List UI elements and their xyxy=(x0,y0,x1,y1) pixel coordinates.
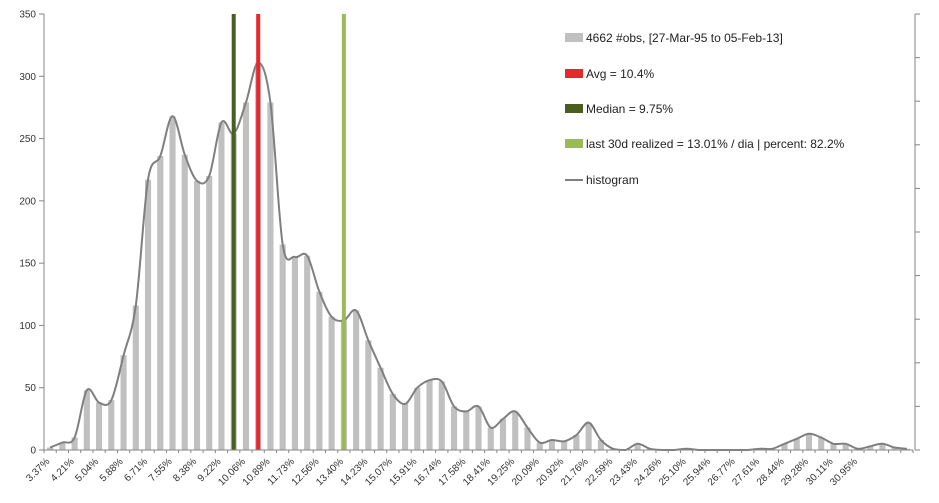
legend-label-obs: 4662 #obs, [27-Mar-95 to 05-Feb-13] xyxy=(586,31,783,45)
histogram-bar xyxy=(818,437,825,450)
axes-layer xyxy=(43,13,920,451)
x-axis-ticks: 3.37%4.21%5.04%5.88%6.71%7.55%8.38%9.22%… xyxy=(24,450,914,488)
x-tick-label: 8.38% xyxy=(171,456,199,484)
x-tick-label: 29.28% xyxy=(779,456,811,488)
histogram-curve xyxy=(49,61,908,452)
histogram-bar xyxy=(634,443,641,450)
legend-label-last30d: last 30d realized = 13.01% / dia | perce… xyxy=(586,137,845,151)
histogram-bar xyxy=(267,102,274,451)
histogram-bar xyxy=(830,443,837,450)
x-tick-label: 6.71% xyxy=(122,456,150,484)
x-tick-label: 3.37% xyxy=(24,456,52,484)
histogram-bar xyxy=(842,443,849,450)
y-tick-label: 0 xyxy=(30,446,36,457)
histogram-bar xyxy=(157,156,164,451)
legend: 4662 #obs, [27-Mar-95 to 05-Feb-13] Avg … xyxy=(565,31,845,187)
histogram-bar xyxy=(365,340,372,450)
histogram-bar xyxy=(426,380,433,450)
y-tick-label: 50 xyxy=(25,383,37,394)
legend-label-histogram: histogram xyxy=(586,173,639,187)
histogram-bar xyxy=(132,305,139,450)
histogram-bar xyxy=(304,255,311,450)
histogram-bar xyxy=(83,390,90,450)
x-tick-label: 30.95% xyxy=(828,456,860,488)
histogram-bar xyxy=(377,367,384,450)
histogram-bar xyxy=(793,438,800,450)
histogram-bar xyxy=(96,402,103,450)
histogram-bar xyxy=(71,437,78,450)
x-tick-label: 5.04% xyxy=(73,456,101,484)
x-tick-label: 4.21% xyxy=(49,456,77,484)
histogram-bar xyxy=(450,406,458,450)
histogram-bar xyxy=(891,447,898,450)
histogram-bar xyxy=(414,387,421,450)
histogram-bar xyxy=(512,411,519,450)
histogram-bar xyxy=(328,316,335,450)
histogram-bar xyxy=(242,102,250,451)
x-tick-label: 7.55% xyxy=(147,456,175,484)
y-tick-label: 200 xyxy=(19,196,36,207)
histogram-bar xyxy=(193,180,201,450)
histogram-bar xyxy=(59,442,66,450)
histogram-bar xyxy=(218,122,225,451)
histogram-bar xyxy=(524,427,531,450)
histogram-curve-layer xyxy=(49,61,908,452)
legend-swatch-obs xyxy=(565,33,583,42)
histogram-bar xyxy=(573,435,580,450)
x-tick-label: 10.89% xyxy=(241,456,273,488)
histogram-bar xyxy=(402,403,409,450)
y-tick-label: 300 xyxy=(19,72,36,83)
histogram-bar xyxy=(279,244,286,450)
y-tick-label: 150 xyxy=(19,259,36,270)
y-tick-label: 100 xyxy=(19,321,36,332)
histogram-bar xyxy=(120,355,127,450)
histogram-bar xyxy=(499,418,507,450)
y-axis-ticks: 0 50 100 150 200 250 300 350 xyxy=(19,10,44,457)
histogram-bar xyxy=(438,381,445,450)
histogram-bar xyxy=(561,441,568,450)
histogram-bar xyxy=(463,411,470,450)
histogram-bar xyxy=(316,291,323,450)
y-tick-label: 250 xyxy=(19,134,36,145)
y-tick-label: 350 xyxy=(19,10,36,21)
x-tick-label: 5.88% xyxy=(98,456,126,484)
histogram-bar xyxy=(805,433,813,450)
legend-swatch-median xyxy=(565,104,583,113)
histogram-bar xyxy=(585,422,592,450)
histogram-bar xyxy=(169,116,176,451)
legend-label-avg: Avg = 10.4% xyxy=(586,67,654,81)
histogram-bar xyxy=(879,443,886,450)
histogram-bar xyxy=(475,406,482,450)
legend-swatch-last30d xyxy=(565,139,583,148)
histogram-bar xyxy=(903,448,910,450)
legend-label-median: Median = 9.75% xyxy=(586,102,673,116)
histogram-bar xyxy=(181,154,188,450)
histogram-bar xyxy=(536,442,543,450)
histogram-bar xyxy=(781,443,788,450)
histogram-bar xyxy=(291,256,298,450)
legend-swatch-avg xyxy=(565,69,583,78)
histogram-bar xyxy=(144,179,152,450)
histogram-bar xyxy=(108,400,115,450)
histogram-bar xyxy=(389,393,396,450)
histogram-bar xyxy=(47,447,54,450)
histogram-bar xyxy=(597,440,604,450)
histogram-bar xyxy=(867,446,874,450)
histogram-bar xyxy=(353,310,360,450)
histogram-bar xyxy=(206,175,213,450)
reference-lines-layer xyxy=(231,14,346,450)
histogram-bar xyxy=(487,427,494,450)
histogram-bar xyxy=(548,440,555,450)
